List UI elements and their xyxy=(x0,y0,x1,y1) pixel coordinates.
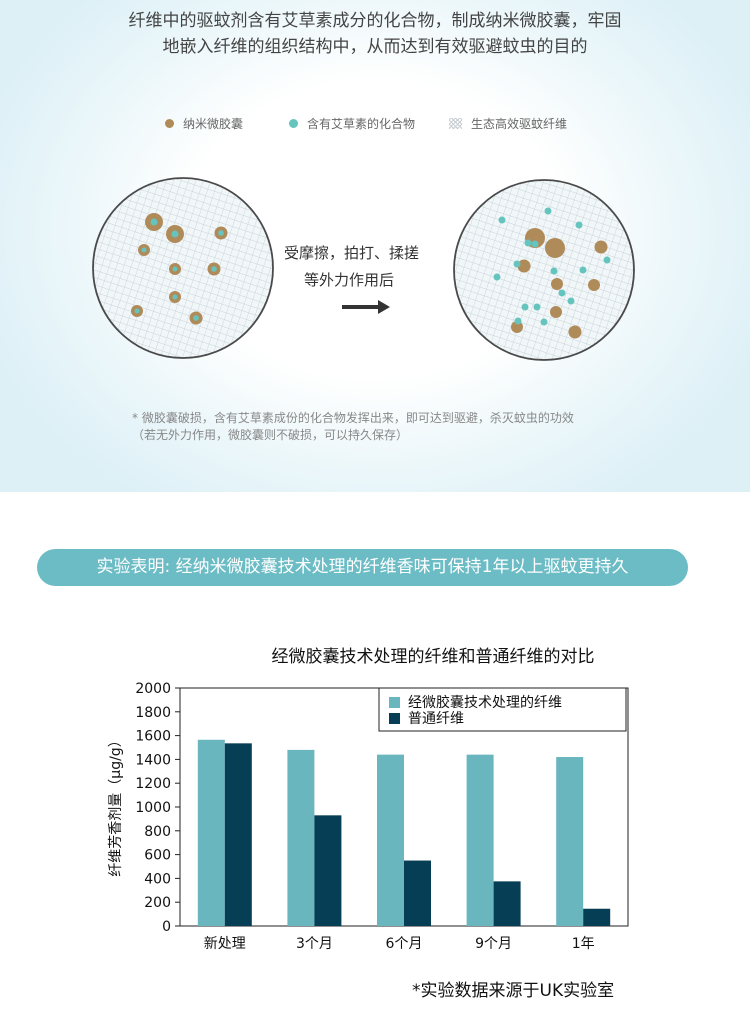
hatch-pattern-icon xyxy=(449,118,462,129)
released-compounds xyxy=(493,207,611,326)
bar-ordinary-fiber xyxy=(583,908,611,926)
x-tick-label: 9个月 xyxy=(475,936,512,952)
fiber-circle-border xyxy=(92,177,274,359)
intact-capsules xyxy=(131,213,228,325)
bar-treated-fiber xyxy=(197,739,225,926)
legend-box xyxy=(378,687,627,732)
y-tick-label: 1600 xyxy=(135,729,171,745)
legend-label: 纳米微胶囊 xyxy=(183,117,244,131)
brown-dot-icon xyxy=(165,119,174,128)
legend-item-microcapsule: 纳米微胶囊 xyxy=(165,114,243,134)
footnote: * 微胶囊破损，含有艾草素成份的化合物发挥出来，即可达到驱避，杀灭蚊虫的功效 （… xyxy=(132,410,652,444)
diagram-legend: 纳米微胶囊 含有艾草素的化合物 生态高效驱蚊纤维 xyxy=(0,114,750,134)
bar-treated-fiber xyxy=(287,749,315,926)
legend-label: 普通纤维 xyxy=(408,711,464,727)
fiber-circle-border xyxy=(453,179,635,361)
y-tick-label: 400 xyxy=(144,871,171,887)
y-tick-label: 1800 xyxy=(135,705,171,721)
comparison-bar-chart: 经微胶囊技术处理的纤维和普通纤维的对比 0 200 400 600 800 1000 120… xyxy=(107,647,629,952)
y-tick-label: 200 xyxy=(144,895,171,911)
y-axis: 0 200 400 600 800 1000 1200 1400 1600 1800 2000 xyxy=(135,681,180,935)
force-line-2: 等外力作用后 xyxy=(303,271,394,289)
fiber-mesh xyxy=(93,178,273,358)
x-tick-label: 新处理 xyxy=(204,936,246,952)
fiber-mesh xyxy=(454,180,634,360)
legend-item-fiber: 生态高效驱蚊纤维 xyxy=(449,114,567,134)
bar-treated-fiber xyxy=(466,754,494,926)
legend-label: 含有艾草素的化合物 xyxy=(307,117,416,131)
footnote-line-2: （若无外力作用，微胶囊则不破损，可以持久保存） xyxy=(132,428,409,442)
arrow-right-icon xyxy=(342,300,390,314)
y-axis-label: 纤维芳香剂量（μg/g） xyxy=(107,733,124,876)
x-axis: 新处理 3个月 6个月 9个月 1年 xyxy=(204,936,595,952)
bar-ordinary-fiber xyxy=(493,881,521,926)
legend-label: 生态高效驱蚊纤维 xyxy=(471,117,568,131)
force-line-1: 受摩擦，拍打、揉搓 xyxy=(284,244,420,262)
bar-ordinary-fiber xyxy=(224,743,252,926)
x-tick-label: 3个月 xyxy=(296,936,333,952)
legend-item-compound: 含有艾草素的化合物 xyxy=(289,114,415,134)
fiber-before-diagram xyxy=(92,177,274,359)
bar-treated-fiber xyxy=(377,754,404,926)
x-tick-label: 6个月 xyxy=(386,936,423,952)
x-tick-label: 1年 xyxy=(572,936,595,952)
bar-treated-fiber xyxy=(556,757,584,926)
footnote-line-1: * 微胶囊破损，含有艾草素成份的化合物发挥出来，即可达到驱避，杀灭蚊虫的功效 xyxy=(132,411,574,425)
force-description: 受摩擦，拍打、揉搓 等外力作用后 xyxy=(284,240,420,294)
data-source-note: *实验数据来源于UK实验室 xyxy=(412,981,615,1001)
legend-label: 经微胶囊技术处理的纤维 xyxy=(408,694,562,711)
y-tick-label: 1000 xyxy=(135,800,171,816)
experiment-banner: 实验表明: 经纳米微胶囊技术处理的纤维香味可保持1年以上驱蚊更持久 xyxy=(37,549,688,586)
y-tick-label: 1400 xyxy=(135,752,171,768)
bar-ordinary-fiber xyxy=(314,815,342,926)
bar-ordinary-fiber xyxy=(404,860,431,926)
y-tick-label: 800 xyxy=(144,824,171,840)
bars xyxy=(197,739,611,926)
intro-line-2: 地嵌入纤维的组织结构中，从而达到有效驱避蚊虫的目的 xyxy=(162,37,588,57)
teal-dot-icon xyxy=(289,119,298,128)
y-tick-label: 600 xyxy=(144,848,171,864)
y-tick-label: 0 xyxy=(162,919,171,935)
y-tick-label: 2000 xyxy=(135,681,171,697)
intro-text: 纤维中的驱蚊剂含有艾草素成分的化合物，制成纳米微胶囊，牢固 地嵌入纤维的组织结构… xyxy=(0,8,750,60)
y-tick-label: 1200 xyxy=(135,776,171,792)
intro-line-1: 纤维中的驱蚊剂含有艾草素成分的化合物，制成纳米微胶囊，牢固 xyxy=(128,11,622,31)
chart-title: 经微胶囊技术处理的纤维和普通纤维的对比 xyxy=(272,647,595,667)
legend-swatch xyxy=(389,697,400,708)
fiber-after-diagram xyxy=(453,179,635,361)
legend-swatch xyxy=(389,713,400,724)
